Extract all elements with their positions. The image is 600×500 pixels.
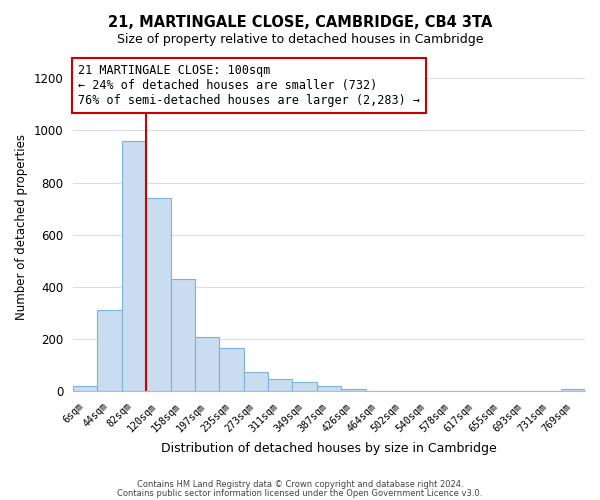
Bar [365,390,390,392]
Bar [317,386,341,392]
Bar [268,379,292,392]
Bar [122,141,146,392]
X-axis label: Distribution of detached houses by size in Cambridge: Distribution of detached houses by size … [161,442,497,455]
Text: Size of property relative to detached houses in Cambridge: Size of property relative to detached ho… [117,32,483,46]
Y-axis label: Number of detached properties: Number of detached properties [15,134,28,320]
Bar [170,279,195,392]
Text: 21 MARTINGALE CLOSE: 100sqm
← 24% of detached houses are smaller (732)
76% of se: 21 MARTINGALE CLOSE: 100sqm ← 24% of det… [78,64,420,107]
Bar [97,310,122,392]
Bar [244,372,268,392]
Bar [292,382,317,392]
Text: Contains HM Land Registry data © Crown copyright and database right 2024.: Contains HM Land Registry data © Crown c… [137,480,463,489]
Bar [73,386,97,392]
Bar [341,390,365,392]
Bar [220,348,244,392]
Text: Contains public sector information licensed under the Open Government Licence v3: Contains public sector information licen… [118,490,482,498]
Text: 21, MARTINGALE CLOSE, CAMBRIDGE, CB4 3TA: 21, MARTINGALE CLOSE, CAMBRIDGE, CB4 3TA [108,15,492,30]
Bar [560,390,585,392]
Bar [390,391,415,392]
Bar [195,336,220,392]
Bar [146,198,170,392]
